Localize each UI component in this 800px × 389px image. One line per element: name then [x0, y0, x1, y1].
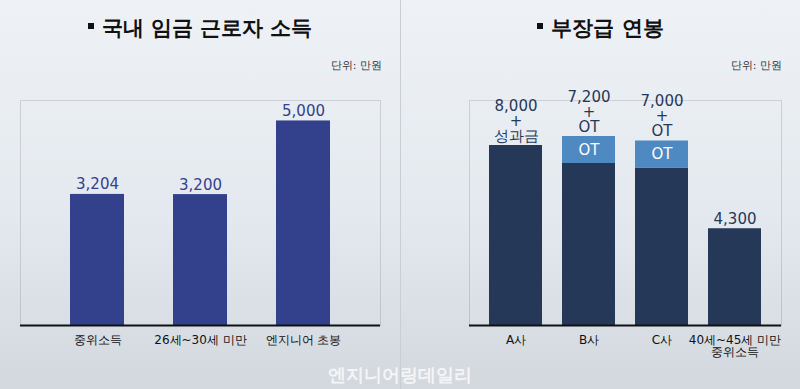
html-text:단위: 만원: 단위: 만원 [330, 59, 382, 72]
svg-text:5,000: 5,000 [282, 102, 325, 120]
svg-text:3,200: 3,200 [179, 176, 222, 194]
svg-text:엔지니어 초봉: 엔지니어 초봉 [266, 333, 342, 347]
html-text:부장급 연봉: 부장급 연봉 [551, 16, 664, 40]
svg-text:4,300: 4,300 [714, 210, 757, 228]
svg-text:26세~30세 미만: 26세~30세 미만 [154, 333, 246, 347]
svg-text:중위소득: 중위소득 [74, 333, 122, 347]
html-text:엔지니어링데일리: 엔지니어링데일리 [328, 364, 472, 385]
svg-text:3,204: 3,204 [76, 175, 119, 193]
svg-text:A사: A사 [506, 333, 526, 347]
svg-text:7,200+OT: 7,200+OT [568, 88, 611, 136]
svg-text:7,000+OT: 7,000+OT [641, 92, 684, 140]
svg-text:OT: OT [652, 145, 674, 163]
svg-text:OT: OT [579, 141, 601, 159]
html-text:국내 임금 근로자 소득: 국내 임금 근로자 소득 [101, 16, 313, 40]
html-text:단위: 만원: 단위: 만원 [730, 59, 782, 72]
svg-text:8,000+성과금: 8,000+성과금 [494, 97, 539, 145]
svg-text:C사: C사 [652, 333, 672, 347]
svg-text:B사: B사 [579, 333, 599, 347]
svg-text:40세~45세 미만중위소득: 40세~45세 미만중위소득 [689, 333, 781, 359]
